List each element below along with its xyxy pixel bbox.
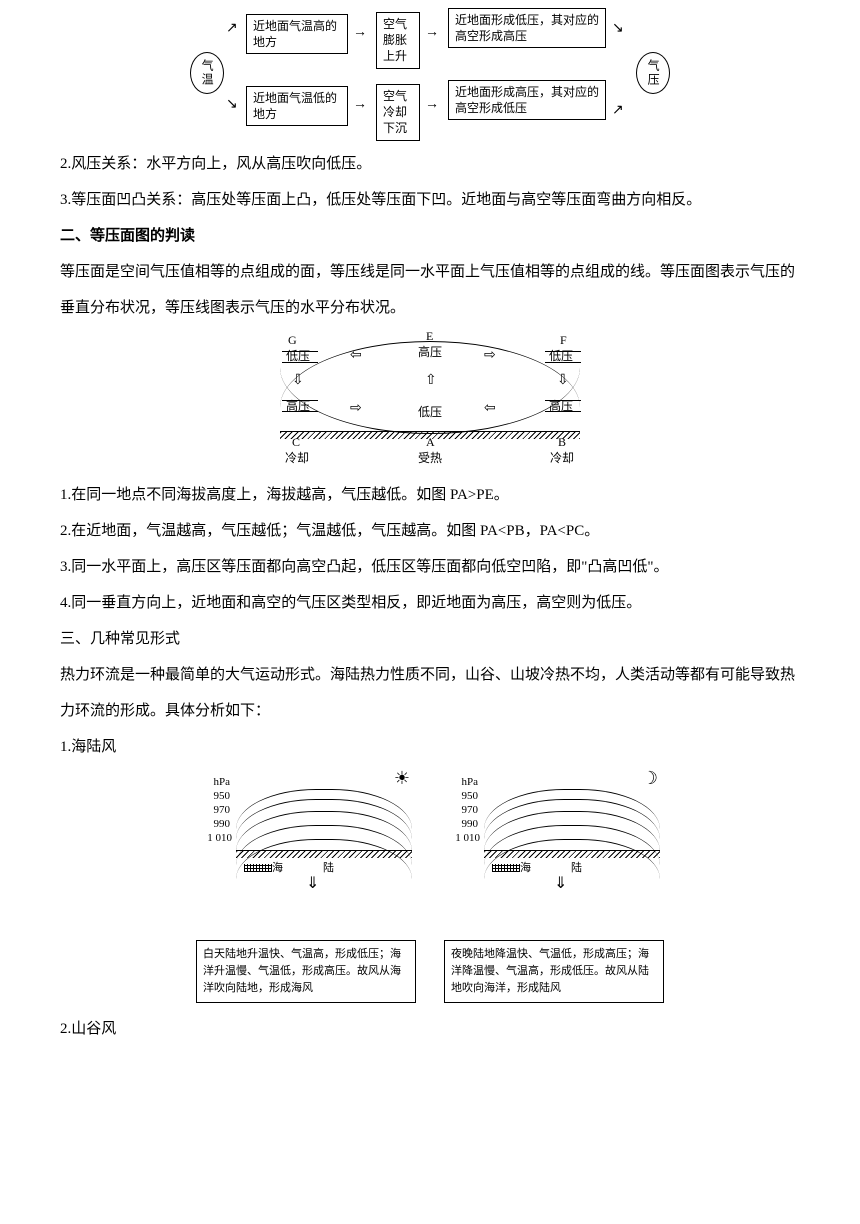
iso-lines-day xyxy=(236,789,412,849)
label-low-top-l: 低压 xyxy=(286,350,310,362)
heading-common-forms: 三、几种常见形式 xyxy=(60,621,800,657)
arrow-icon: ↗ xyxy=(226,22,238,36)
fc-box-r1c3: 近地面形成低压，其对应的高空形成高压 xyxy=(448,8,606,48)
para-isobaric-surface: 3.等压面凹凸关系：高压处等压面上凸，低压处等压面下凹。近地面与高空等压面弯曲方… xyxy=(60,182,800,218)
sea-land-labels-night: 海 陆 xyxy=(492,861,582,875)
arrow-icon: → xyxy=(353,98,367,112)
caption-night: 夜晚陆地降温快、气温低，形成高压；海洋降温慢、气温高，形成低压。故风从陆地吹向海… xyxy=(444,940,664,1003)
arrow-icon: → xyxy=(425,98,439,112)
sea-hatch-icon xyxy=(244,864,272,872)
arrow-icon: ↘ xyxy=(612,22,624,36)
label-high-bot-r: 高压 xyxy=(549,400,573,412)
label-high-bot-l: 高压 xyxy=(286,400,310,412)
bubble-qiya: 气压 xyxy=(636,52,670,94)
thermal-flowchart: 气温 气压 近地面气温高的地方 空气膨胀上升 近地面形成低压，其对应的高空形成高… xyxy=(60,8,800,138)
breeze-night: ☽ hPa 950 970 990 1 010 海 陆 ⇓ 夜晚陆地降温快、气温… xyxy=(444,773,664,1003)
tick-1010: 1 010 xyxy=(440,831,480,845)
para-iso-1: 1.在同一地点不同海拔高度上，海拔越高，气压越低。如图 PA>PE。 xyxy=(60,477,800,513)
hollow-arrow-right-icon: ⇨ xyxy=(484,349,496,363)
label-C: C xyxy=(292,436,300,448)
arrow-icon: ↗ xyxy=(612,104,624,118)
caption-day: 白天陆地升温快、气温高，形成低压；海洋升温慢、气温低，形成高压。故风从海洋吹向陆… xyxy=(196,940,416,1003)
label-heat: 受热 xyxy=(418,452,442,464)
isobaric-figure: G E F 低压 高压 低压 ⇦ ⇨ ⇩ ⇧ ⇩ 高压 低压 高压 ⇨ ⇦ C … xyxy=(60,334,800,469)
label-low-bot: 低压 xyxy=(418,406,442,418)
para-iso-2: 2.在近地面，气温越高，气压越低；气温越低，气压越高。如图 PA<PB，PA<P… xyxy=(60,513,800,549)
heading-isobaric-reading: 二、等压面图的判读 xyxy=(60,218,800,254)
para-valley-wind-title: 2.山谷风 xyxy=(60,1011,800,1047)
ground-day xyxy=(236,850,412,858)
arrow-icon: → xyxy=(353,26,367,40)
label-sea: 海 xyxy=(272,862,283,874)
label-cool-r: 冷却 xyxy=(550,452,574,464)
para-sealand-title: 1.海陆风 xyxy=(60,729,800,765)
sea-hatch-icon xyxy=(492,864,520,872)
para-iso-3: 3.同一水平面上，高压区等压面都向高空凸起，低压区等压面都向低空凹陷，即"凸高凹… xyxy=(60,549,800,585)
label-F: F xyxy=(560,334,567,346)
tick-970: 970 xyxy=(444,803,478,817)
sea-land-breeze-figure: ☀ hPa 950 970 990 1 010 海 陆 ⇓ 白天陆地升温快、气温… xyxy=(60,773,800,1003)
breeze-day: ☀ hPa 950 970 990 1 010 海 陆 ⇓ 白天陆地升温快、气温… xyxy=(196,773,416,1003)
fc-box-r1c1: 近地面气温高的地方 xyxy=(246,14,348,54)
arrow-down-icon: ⇓ xyxy=(554,874,567,895)
label-land: 陆 xyxy=(323,861,334,875)
label-land: 陆 xyxy=(571,861,582,875)
hollow-arrow-left-icon: ⇦ xyxy=(484,402,496,416)
flowchart-canvas: 气温 气压 近地面气温高的地方 空气膨胀上升 近地面形成低压，其对应的高空形成高… xyxy=(190,8,670,138)
arrow-icon: ↘ xyxy=(226,98,238,112)
tick-990: 990 xyxy=(196,817,230,831)
curve-lower xyxy=(280,364,580,434)
fc-box-r1c2: 空气膨胀上升 xyxy=(376,12,420,69)
hollow-arrow-right-icon: ⇨ xyxy=(350,402,362,416)
hollow-arrow-left-icon: ⇦ xyxy=(350,349,362,363)
label-cool-l: 冷却 xyxy=(285,452,309,464)
tick-950: 950 xyxy=(444,789,478,803)
para-iso-4: 4.同一垂直方向上，近地面和高空的气压区类型相反，即近地面为高压，高空则为低压。 xyxy=(60,585,800,621)
isobaric-canvas: G E F 低压 高压 低压 ⇦ ⇨ ⇩ ⇧ ⇩ 高压 低压 高压 ⇨ ⇦ C … xyxy=(250,334,610,469)
iso-lines-night xyxy=(484,789,660,849)
arrow-icon: → xyxy=(425,26,439,40)
label-low-top-r: 低压 xyxy=(549,350,573,362)
tick-1010: 1 010 xyxy=(192,831,232,845)
arrow-down-icon: ⇓ xyxy=(306,874,319,895)
ground-night xyxy=(484,850,660,858)
fc-box-r2c1: 近地面气温低的地方 xyxy=(246,86,348,126)
para-isobaric-def: 等压面是空间气压值相等的点组成的面，等压线是同一水平面上气压值相等的点组成的线。… xyxy=(60,254,800,326)
tick-990: 990 xyxy=(444,817,478,831)
sea-land-labels-day: 海 陆 xyxy=(244,861,334,875)
tick-970: 970 xyxy=(196,803,230,817)
label-B: B xyxy=(558,436,566,448)
label-high-top: 高压 xyxy=(418,346,442,358)
label-A: A xyxy=(426,436,435,448)
fc-box-r2c2: 空气冷却下沉 xyxy=(376,84,420,141)
moon-icon: ☽ xyxy=(642,769,658,787)
fc-box-r2c3: 近地面形成高压，其对应的高空形成低压 xyxy=(448,80,606,120)
sun-icon: ☀ xyxy=(394,769,410,787)
tick-950: 950 xyxy=(196,789,230,803)
para-thermal-intro: 热力环流是一种最简单的大气运动形式。海陆热力性质不同，山谷、山坡冷热不均，人类活… xyxy=(60,657,800,729)
para-wind-pressure: 2.风压关系：水平方向上，风从高压吹向低压。 xyxy=(60,146,800,182)
label-G: G xyxy=(288,334,297,346)
label-hpa: hPa xyxy=(444,775,478,789)
label-sea: 海 xyxy=(520,862,531,874)
bubble-qiwen: 气温 xyxy=(190,52,224,94)
label-hpa: hPa xyxy=(196,775,230,789)
